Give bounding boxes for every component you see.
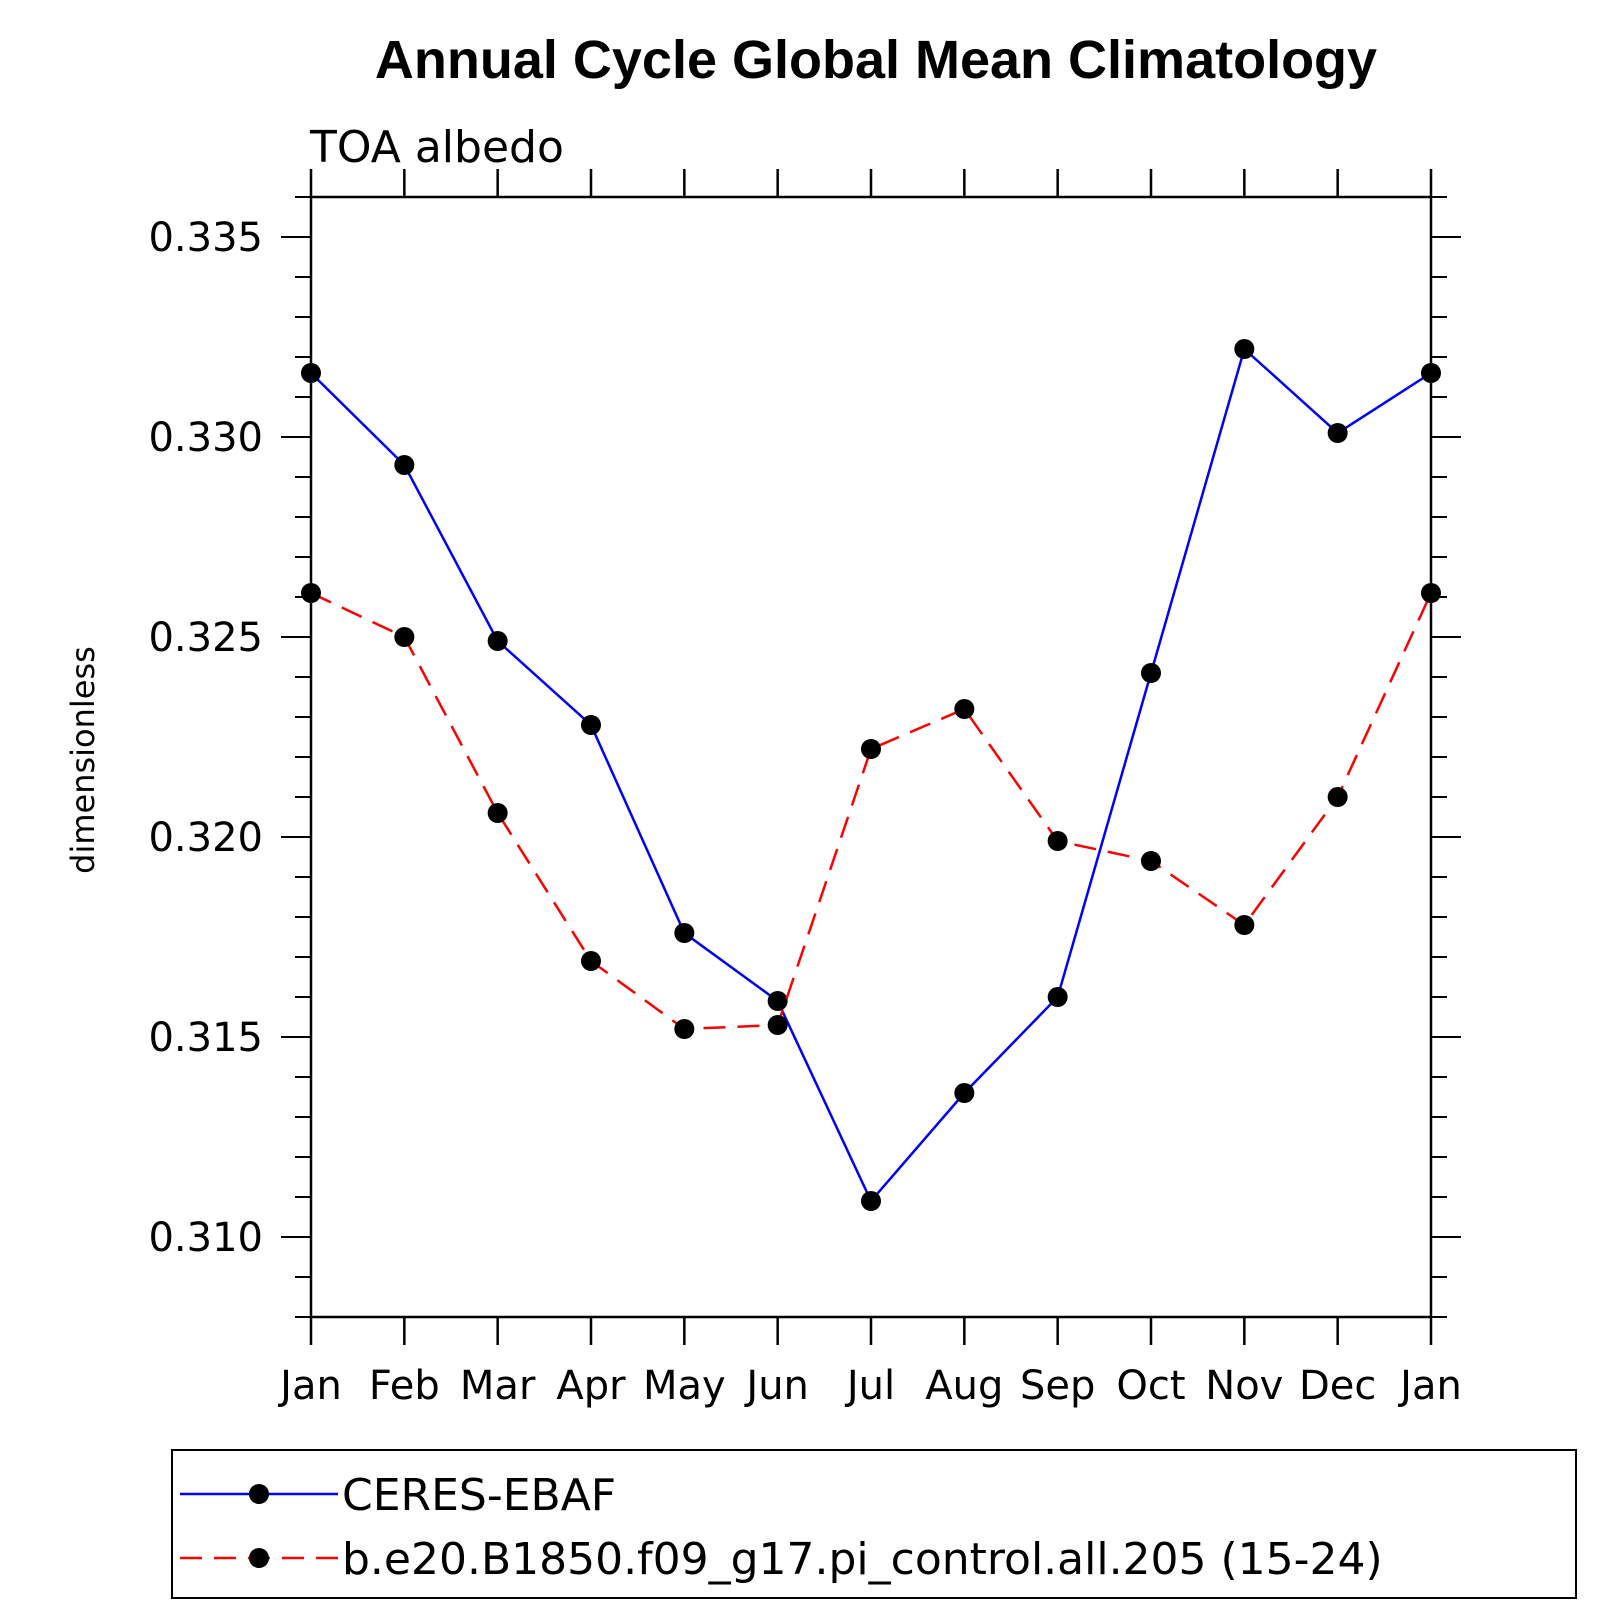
series-line-1 [310,346,1432,1204]
series-1-point [1327,423,1348,443]
y-tick-label: 0.320 [148,815,263,861]
legend-box [171,1449,1577,1599]
x-tick-label: Sep [1020,1363,1095,1409]
series-2-point [1141,851,1161,871]
y-axis-label: dimensionless [64,646,102,874]
legend-marker-1 [249,1484,269,1504]
legend: CERES-EBAF b.e20.B1850.f09_g17.pi_control… [171,1449,1577,1599]
axes: 0.310 0.315 0.320 0.325 0.330 0.335 Jan Feb Mar A… [148,169,1462,1409]
x-tick-label: Jun [743,1363,809,1409]
x-tick-label: Oct [1116,1363,1185,1409]
legend-label-2: b.e20.B1850.f09_g17.pi_control.all.205 (… [342,1534,1383,1585]
series-2-point [861,739,881,759]
series-1-point [394,455,415,475]
series-1-point [674,923,695,943]
y-tick-label: 0.330 [148,415,263,461]
x-tick-label: Dec [1299,1363,1376,1409]
series-2-point [487,803,508,823]
series-1-point [301,363,321,383]
series-1-point [1047,987,1068,1007]
x-tick-label: Feb [369,1363,440,1409]
series-2-point [394,627,415,647]
x-tick-label: May [643,1363,726,1409]
series-2-point [1234,915,1255,935]
series-2-point [1421,583,1441,603]
series-line-2 [310,591,1433,1031]
legend-label-1: CERES-EBAF [342,1470,616,1521]
chart-title: Annual Cycle Global Mean Climatology [375,30,1377,90]
series-2-point [581,951,601,971]
x-tick-label: Nov [1205,1363,1283,1409]
x-tick-label: Mar [460,1363,536,1409]
legend-marker-2 [249,1548,269,1568]
series-2-point [1327,787,1348,807]
x-tick-label: Jan [1397,1363,1462,1409]
x-tick-label: Aug [925,1363,1003,1409]
x-tick-label: Apr [556,1363,626,1409]
y-tick-label: 0.310 [148,1215,263,1261]
series-2-point [674,1019,695,1039]
y-tick-label: 0.335 [148,215,263,261]
chart-subtitle: TOA albedo [309,122,564,173]
y-tick-label: 0.315 [148,1015,263,1061]
series-1-point [581,715,601,735]
series-2-point [954,699,975,719]
series-layer [301,339,1441,1211]
series-1-point [954,1083,975,1103]
series-2-point [301,583,321,603]
series-1-point [767,991,788,1011]
series-2-point [1047,831,1068,851]
y-tick-label: 0.325 [148,615,263,661]
series-1-point [1421,363,1441,383]
series-1-point [1141,663,1161,683]
series-1-point [861,1191,881,1211]
series-1-point [1234,339,1255,359]
series-2-point [767,1015,788,1035]
x-tick-label: Jul [844,1363,895,1409]
series-1-point [487,631,508,651]
x-tick-label: Jan [277,1363,342,1409]
